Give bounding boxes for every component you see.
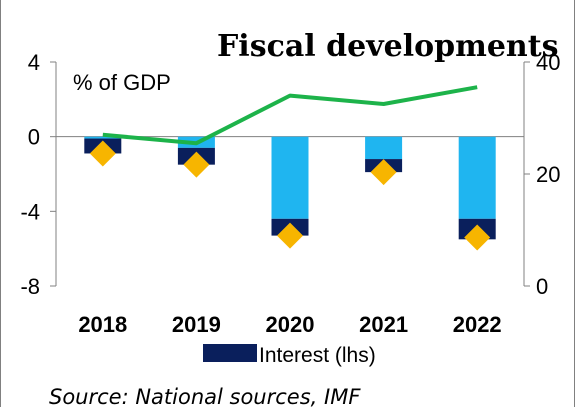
right-axis-tick-label: 20 xyxy=(536,162,560,187)
diamond-marker xyxy=(89,140,116,167)
left-axis-tick-label: 0 xyxy=(28,125,40,150)
diamond-marker xyxy=(464,224,491,251)
diamond-marker xyxy=(277,222,303,249)
source-note: Source: National sources, IMF xyxy=(49,385,361,407)
left-axis-tick-label: 4 xyxy=(28,50,40,75)
chart-title: Fiscal developments xyxy=(217,29,558,64)
category-label: 2018 xyxy=(78,312,127,337)
right-axis-tick-label: 0 xyxy=(536,274,548,299)
bar-segment-upper xyxy=(84,136,122,139)
left-axis-tick-label: -8 xyxy=(20,274,40,299)
left-axis-unit-label: % of GDP xyxy=(73,70,171,95)
legend-swatch-interest xyxy=(203,344,257,362)
bar-segment-upper xyxy=(365,136,403,160)
left-axis-tick-label: -4 xyxy=(20,199,40,224)
category-label: 2021 xyxy=(359,312,408,337)
category-label: 2022 xyxy=(453,312,502,337)
diamond-marker xyxy=(183,151,210,178)
category-label: 2019 xyxy=(172,312,221,337)
legend-label-interest: Interest (lhs) xyxy=(259,344,376,367)
legend: Interest (lhs) xyxy=(203,344,376,367)
category-label: 2020 xyxy=(266,312,315,337)
bar-segment-upper xyxy=(458,136,496,219)
diamond-marker xyxy=(370,159,397,186)
bar-segment-upper xyxy=(271,136,309,219)
right-axis-tick-label: 40 xyxy=(536,50,560,75)
line-series xyxy=(102,85,478,146)
